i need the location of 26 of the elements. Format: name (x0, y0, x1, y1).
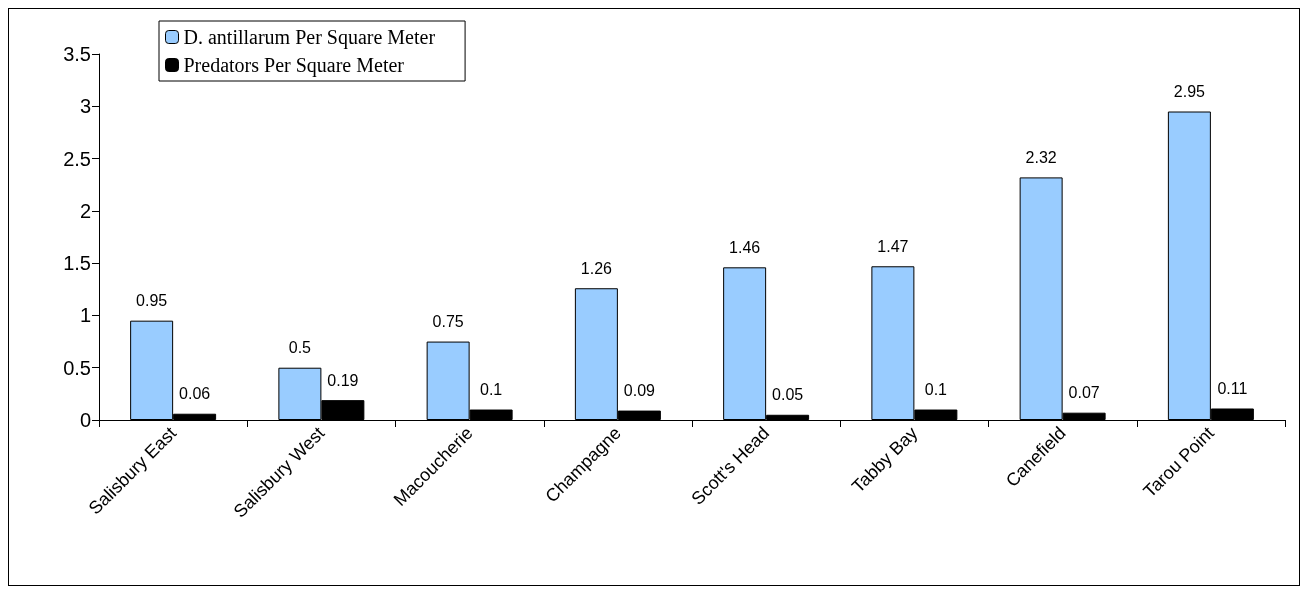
y-tick-label: 3.5 (63, 43, 91, 65)
data-label: 1.47 (877, 237, 909, 255)
data-label: 1.46 (729, 238, 761, 256)
data-label: 0.19 (327, 371, 359, 389)
y-tick-label: 0 (79, 409, 91, 431)
data-label: 0.07 (1068, 384, 1100, 402)
data-label: 2.95 (1173, 83, 1206, 101)
y-tick-label: 1.5 (63, 252, 91, 275)
data-label: 0.11 (1217, 380, 1248, 397)
y-tick-label: 3 (79, 95, 91, 118)
data-label: 0.05 (772, 386, 804, 404)
data-label: 0.09 (623, 382, 656, 400)
data-label: 0.75 (432, 313, 464, 331)
y-tick-label: 2.5 (63, 147, 91, 170)
data-label: 2.32 (1025, 148, 1057, 166)
data-label: 1.26 (580, 259, 613, 277)
y-tick-label: 1 (79, 304, 91, 327)
data-label: 0.06 (179, 385, 211, 403)
data-label: 0.5 (288, 339, 312, 357)
data-label: 0.95 (136, 292, 168, 310)
legend-label: D. antillarum Per Square Meter (183, 26, 436, 49)
y-tick-label: 2 (79, 199, 91, 222)
data-label: 0.1 (924, 381, 948, 399)
y-tick-label: 0.5 (63, 356, 91, 379)
data-label: 0.1 (480, 381, 503, 399)
legend-label: Predators Per Square Meter (183, 54, 405, 77)
